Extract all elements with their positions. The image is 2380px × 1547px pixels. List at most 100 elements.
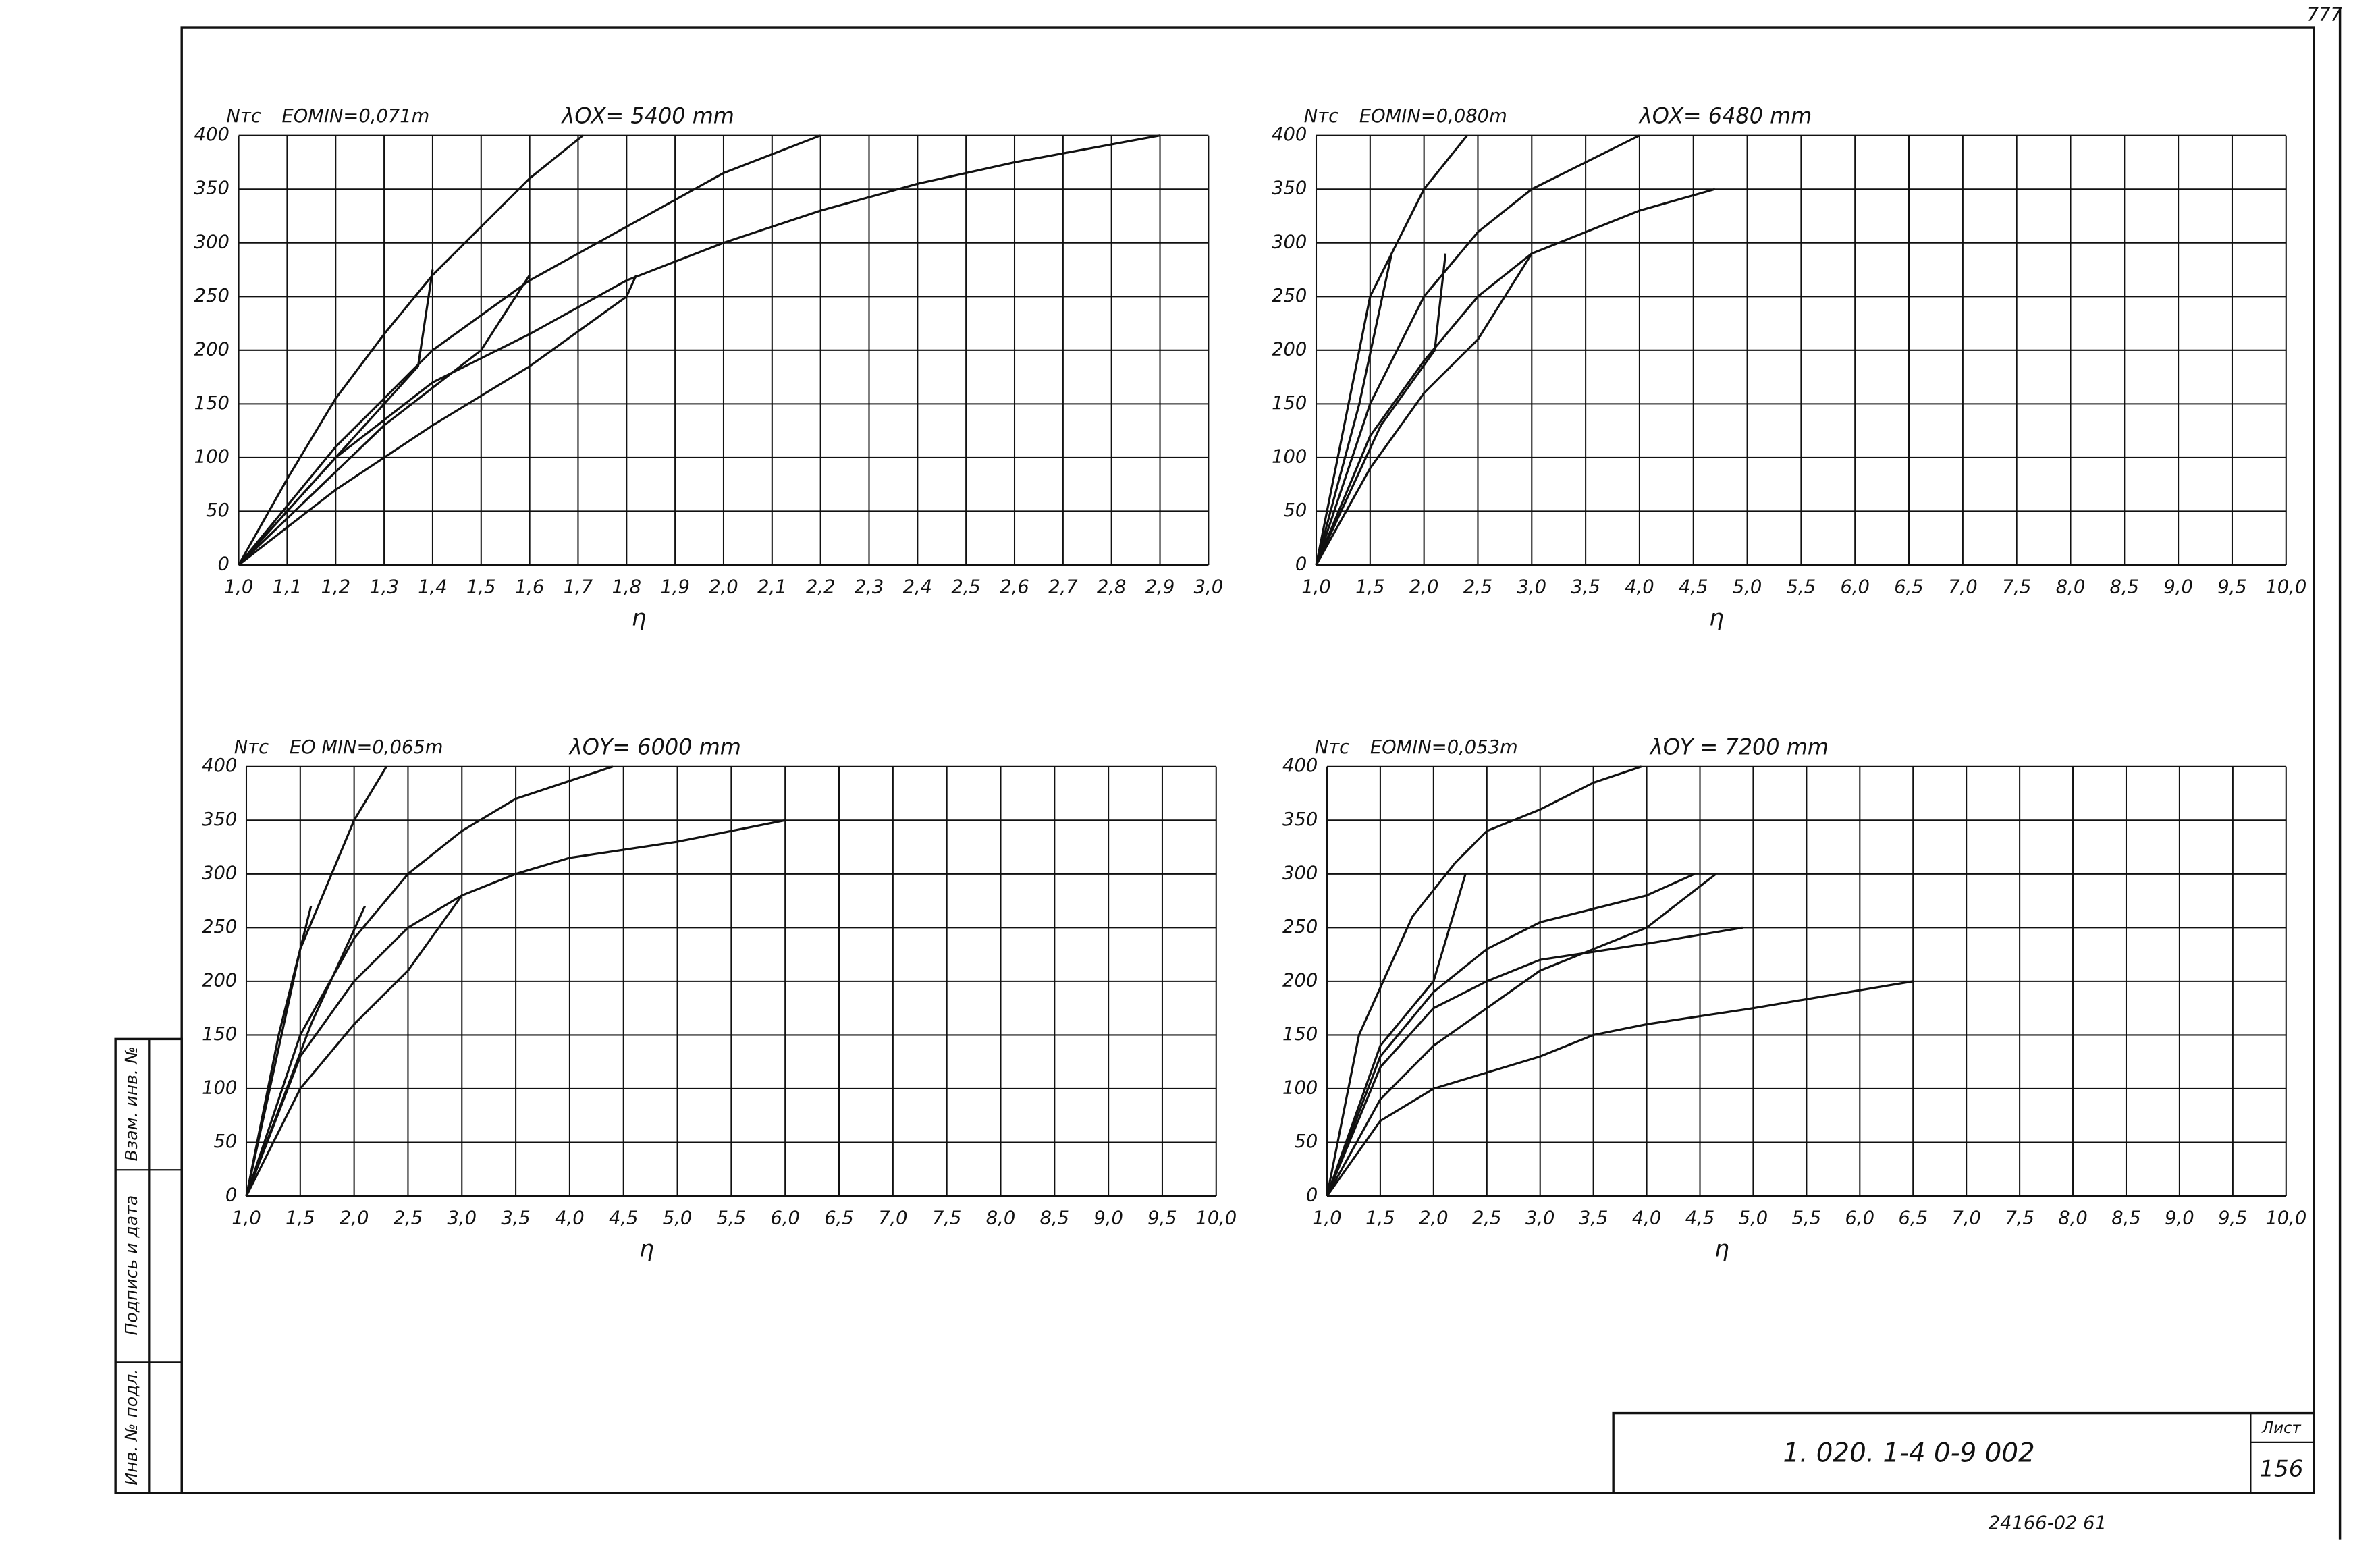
curve <box>1326 765 1642 1197</box>
y-tick-label: 50 <box>206 500 229 521</box>
y-tick-label: 300 <box>1272 232 1307 252</box>
y-tick-label: 150 <box>1282 1024 1318 1045</box>
x-tick-label: 3,0 <box>1517 577 1547 598</box>
x-tick-label: 1,5 <box>286 1208 315 1229</box>
x-tick-label: 10,0 <box>2265 1208 2306 1229</box>
x-tick-label: 4,0 <box>1625 577 1654 598</box>
x-tick-label: 6,0 <box>770 1208 800 1229</box>
x-axis-label: η <box>632 604 647 631</box>
x-tick-label: 7,5 <box>2005 1208 2034 1229</box>
x-tick-label: 5,5 <box>717 1208 747 1229</box>
x-tick-label: 5,0 <box>1739 1208 1768 1229</box>
x-tick-label: 7,0 <box>878 1208 908 1229</box>
x-tick-label: 2,5 <box>951 577 981 598</box>
y-tick-label: 100 <box>194 446 229 467</box>
x-tick-label: 9,5 <box>2217 577 2247 598</box>
x-tick-label: 1,1 <box>273 577 302 598</box>
x-tick-label: 1,5 <box>1365 1208 1395 1229</box>
curve <box>238 274 531 566</box>
x-tick-label: 7,5 <box>2002 577 2032 598</box>
x-tick-label: 1,5 <box>466 577 496 598</box>
y-tick-label: 300 <box>194 232 229 252</box>
x-tick-label: 7,0 <box>1948 577 1978 598</box>
x-tick-label: 10,0 <box>1195 1208 1237 1229</box>
x-tick-label: 5,5 <box>1787 577 1816 598</box>
x-tick-label: 2,0 <box>340 1208 369 1229</box>
x-tick-label: 6,0 <box>1845 1208 1875 1229</box>
curve <box>1326 980 1914 1197</box>
curve <box>238 134 821 566</box>
y-tick-label: 250 <box>194 286 229 306</box>
curve <box>1326 873 1717 1197</box>
y-tick-label: 0 <box>1306 1185 1318 1206</box>
x-tick-label: 1,0 <box>224 577 254 598</box>
x-tick-label: 8,5 <box>1040 1208 1070 1229</box>
x-tick-label: 2,0 <box>709 577 738 598</box>
x-tick-label: 6,5 <box>1898 1208 1928 1229</box>
curve <box>245 765 614 1197</box>
y-tick-label: 200 <box>202 970 237 991</box>
x-tick-label: 3,5 <box>1579 1208 1608 1229</box>
side-stamp-text: Подпись и дата <box>121 1195 141 1336</box>
x-tick-label: 1,7 <box>564 577 593 598</box>
x-tick-label: 2,6 <box>1000 577 1029 598</box>
y-tick-label: 100 <box>1272 446 1307 467</box>
y-tick-label: 400 <box>1272 124 1307 145</box>
x-tick-label: 7,0 <box>1951 1208 1981 1229</box>
y-axis-label: Nтс <box>226 106 261 127</box>
x-tick-label: 9,5 <box>2218 1208 2248 1229</box>
x-tick-label: 1,9 <box>660 577 690 598</box>
chart-note: EOMIN=0,053m <box>1370 737 1518 758</box>
x-tick-label: 3,5 <box>1571 577 1600 598</box>
x-tick-label: 1,0 <box>1312 1208 1342 1229</box>
y-tick-label: 250 <box>1282 917 1318 938</box>
x-tick-label: 1,6 <box>515 577 545 598</box>
x-tick-label: 8,5 <box>2111 1208 2141 1229</box>
y-axis-label: Nтс <box>1304 106 1338 127</box>
chart-note: EOMIN=0,071m <box>281 106 429 127</box>
x-tick-label: 2,4 <box>903 577 933 598</box>
y-tick-label: 400 <box>194 124 229 145</box>
x-tick-label: 5,0 <box>663 1208 693 1229</box>
x-tick-label: 4,0 <box>555 1208 585 1229</box>
x-tick-label: 2,7 <box>1048 577 1078 598</box>
x-tick-label: 2,1 <box>757 577 787 598</box>
sheet-number: 156 <box>2259 1455 2303 1482</box>
curve <box>238 134 1160 566</box>
curve <box>1315 134 1640 566</box>
x-tick-label: 2,8 <box>1097 577 1127 598</box>
y-tick-label: 400 <box>1282 755 1318 776</box>
curve <box>1315 252 1533 566</box>
sheet-frame <box>180 26 2315 1494</box>
chart-note: EO MIN=0,065m <box>290 737 443 758</box>
chart-subtitle: λOY = 7200 mm <box>1649 734 1829 759</box>
x-tick-label: 1,0 <box>232 1208 261 1229</box>
y-tick-label: 50 <box>1283 500 1307 521</box>
x-tick-label: 4,5 <box>1679 577 1708 598</box>
x-tick-label: 1,5 <box>1355 577 1385 598</box>
x-tick-label: 10,0 <box>2265 577 2306 598</box>
x-tick-label: 6,5 <box>824 1208 854 1229</box>
x-tick-label: 4,5 <box>1685 1208 1715 1229</box>
y-tick-label: 300 <box>202 863 237 884</box>
y-tick-label: 200 <box>194 339 229 360</box>
y-tick-label: 350 <box>194 178 229 199</box>
curve <box>1315 253 1447 566</box>
y-tick-label: 400 <box>202 755 237 776</box>
y-tick-label: 200 <box>1282 970 1318 991</box>
chart-note: EOMIN=0,080m <box>1359 106 1507 127</box>
x-tick-label: 3,5 <box>501 1208 531 1229</box>
x-axis-label: η <box>639 1235 654 1262</box>
y-tick-label: 100 <box>202 1077 237 1098</box>
y-tick-label: 0 <box>225 1185 237 1206</box>
x-tick-label: 1,8 <box>612 577 642 598</box>
chart-subtitle: λOX= 6480 mm <box>1638 103 1812 128</box>
y-tick-label: 350 <box>1272 178 1307 199</box>
x-tick-label: 4,0 <box>1632 1208 1662 1229</box>
x-tick-label: 6,0 <box>1840 577 1870 598</box>
y-tick-label: 50 <box>1294 1131 1318 1152</box>
x-tick-label: 9,0 <box>2165 1208 2194 1229</box>
curve <box>245 894 463 1197</box>
x-tick-label: 9,0 <box>1093 1208 1123 1229</box>
